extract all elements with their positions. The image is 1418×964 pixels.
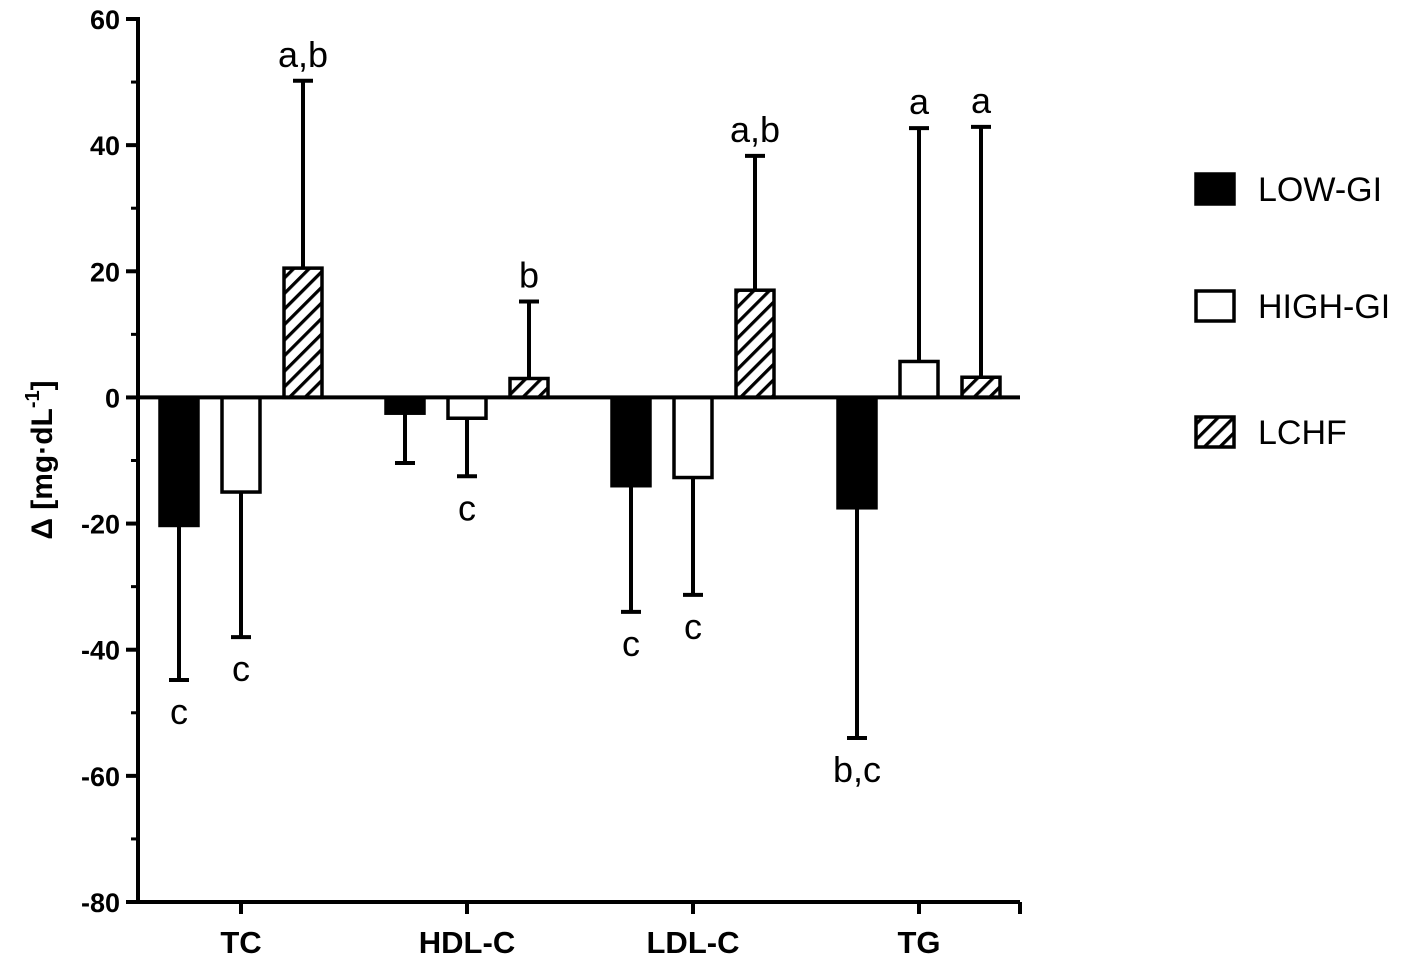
x-tick-label-tg: TG (897, 925, 940, 960)
x-tick-label-hdl-c: HDL-C (419, 925, 515, 960)
bar-high-gi-tc (220, 395, 262, 494)
legend-swatch-low-gi (1194, 172, 1236, 206)
annotation-high-gi-tc: c (232, 648, 250, 689)
y-tick-label-80: -80 (81, 888, 120, 918)
bar-low-gi-hdl-c (384, 395, 426, 415)
bar-high-gi-tg (898, 359, 940, 400)
y-tick-label-20: 20 (90, 257, 120, 287)
x-tick-label-tc: TC (220, 925, 261, 960)
bar-high-gi-ldl-c (672, 395, 714, 480)
bar-low-gi-tc (158, 395, 200, 528)
annotation-low-gi-tc: c (170, 691, 188, 732)
y-tick-label-40: 40 (90, 131, 120, 161)
y-axis-label-end: ] (26, 380, 59, 390)
y-tick-label-0: 0 (105, 383, 120, 413)
bar-lchf-hdl-c (508, 376, 550, 400)
bar-lchf-ldl-c (734, 288, 776, 400)
x-tick-label-ldl-c: LDL-C (647, 925, 740, 960)
annotation-lchf-tg: a (971, 80, 992, 121)
annotation-high-gi-ldl-c: c (684, 606, 702, 647)
y-axis-label-sup: -1 (22, 390, 44, 408)
y-axis-label: Δ [mg·dL-1] (22, 380, 59, 539)
legend-label-low-gi: LOW-GI (1258, 171, 1382, 209)
annotation-high-gi-hdl-c: c (458, 487, 476, 528)
legend-label-lchf: LCHF (1258, 414, 1347, 452)
y-tick-label-40: -40 (81, 636, 120, 666)
legend-swatch-lchf (1194, 415, 1236, 449)
annotation-low-gi-ldl-c: c (622, 623, 640, 664)
annotation-lchf-tc: a,b (278, 34, 328, 75)
y-tick-label-60: -60 (81, 762, 120, 792)
annotation-low-gi-tg: b,c (833, 749, 881, 790)
bar-low-gi-ldl-c (610, 395, 652, 488)
legend-swatch-high-gi (1194, 289, 1236, 323)
annotation-lchf-ldl-c: a,b (730, 109, 780, 150)
y-tick-label-60: 60 (90, 5, 120, 35)
bar-lchf-tg (960, 375, 1002, 400)
bar-lchf-tc (282, 266, 324, 400)
bar-high-gi-hdl-c (446, 395, 488, 420)
legend-label-high-gi: HIGH-GI (1258, 288, 1390, 326)
bar-low-gi-tg (836, 395, 878, 510)
y-axis-label-main: Δ [mg·dL (26, 408, 59, 540)
annotation-high-gi-tg: a (909, 81, 930, 122)
y-tick-label-20: -20 (81, 510, 120, 540)
annotation-lchf-hdl-c: b (519, 255, 539, 296)
